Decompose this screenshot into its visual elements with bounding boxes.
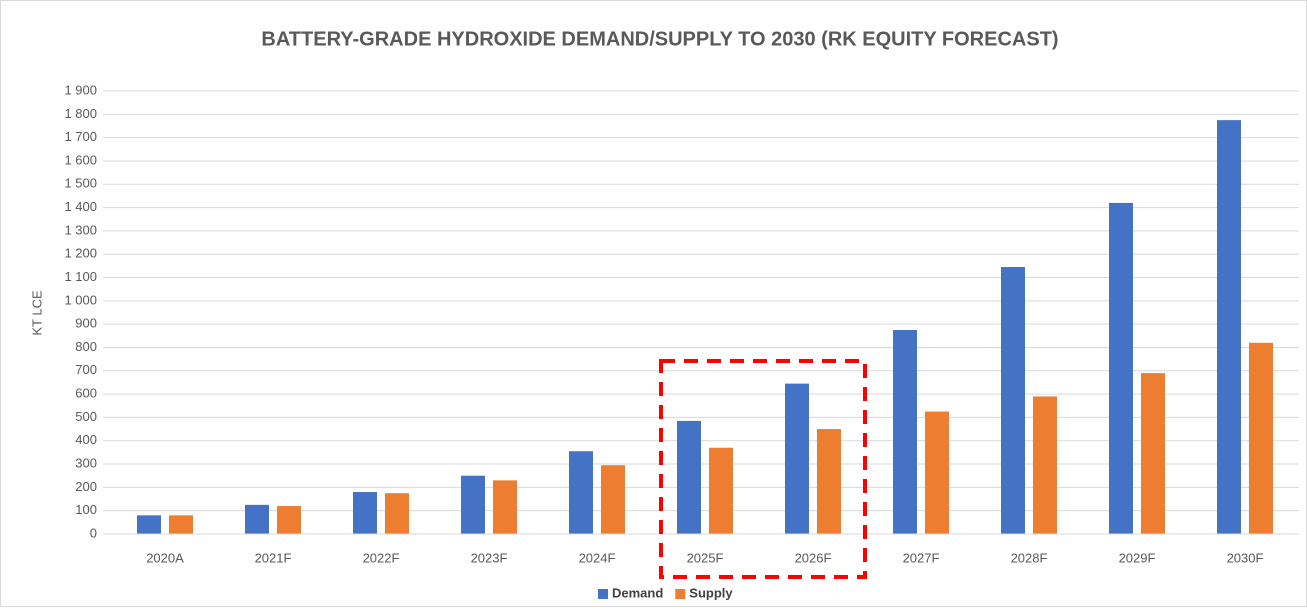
y-tick-label: 1 700 <box>64 129 97 144</box>
bar <box>137 515 161 534</box>
bar <box>569 451 593 534</box>
y-tick-label: 1 800 <box>64 106 97 121</box>
y-tick-label: 900 <box>75 316 97 331</box>
bar <box>169 515 193 534</box>
bar <box>353 492 377 534</box>
y-tick-label: 1 400 <box>64 199 97 214</box>
x-tick-label: 2023F <box>471 550 508 565</box>
y-axis-label: KT LCE <box>29 290 44 336</box>
legend-swatch <box>598 589 608 599</box>
y-tick-label: 1 300 <box>64 222 97 237</box>
y-tick-label: 1 200 <box>64 246 97 261</box>
bar <box>1249 342 1273 534</box>
legend-label: Supply <box>689 585 733 600</box>
y-tick-label: 0 <box>90 525 97 540</box>
legend-swatch <box>675 589 686 599</box>
x-tick-label: 2026F <box>795 550 832 565</box>
y-tick-label: 1 000 <box>64 292 97 307</box>
legend-label: Demand <box>612 585 663 600</box>
x-tick-label: 2024F <box>579 550 616 565</box>
x-tick-label: 2029F <box>1119 550 1156 565</box>
x-tick-label: 2020A <box>146 550 184 565</box>
chart-title: BATTERY-GRADE HYDROXIDE DEMAND/SUPPLY TO… <box>261 28 1058 50</box>
x-tick-label: 2025F <box>687 550 724 565</box>
bar <box>461 475 485 534</box>
bar <box>1033 396 1057 534</box>
x-tick-label: 2027F <box>903 550 940 565</box>
bar <box>493 480 517 534</box>
bar <box>1141 373 1165 534</box>
y-tick-label: 300 <box>75 455 97 470</box>
y-tick-label: 200 <box>75 479 97 494</box>
x-tick-label: 2030F <box>1227 550 1264 565</box>
highlight-box <box>659 359 867 579</box>
y-tick-label: 100 <box>75 502 97 517</box>
bar <box>1001 267 1025 534</box>
y-tick-label: 1 100 <box>64 269 97 284</box>
x-tick-label: 2021F <box>255 550 292 565</box>
bar <box>1217 120 1241 534</box>
bar <box>817 429 841 534</box>
bar <box>601 465 625 534</box>
plot-area: 0 100 200 300 400 500 600 700 800 900 1 000 1 100 1 … <box>64 82 1299 600</box>
y-tick-label: 1 600 <box>64 152 97 167</box>
y-tick-label: 800 <box>75 339 97 354</box>
bar <box>709 447 733 534</box>
bar <box>785 383 809 534</box>
bar <box>677 420 701 534</box>
bar <box>893 329 917 534</box>
y-tick-label: 400 <box>75 432 97 447</box>
y-tick-label: 700 <box>75 362 97 377</box>
y-tick-label: 600 <box>75 386 97 401</box>
bar <box>385 493 409 534</box>
y-tick-label: 1 900 <box>64 82 97 97</box>
x-tick-label: 2028F <box>1011 550 1048 565</box>
bar <box>925 411 949 534</box>
y-tick-label: 500 <box>75 409 97 424</box>
bar <box>277 506 301 534</box>
bar <box>245 504 269 534</box>
y-tick-label: 1 500 <box>64 176 97 191</box>
x-tick-label: 2022F <box>363 550 400 565</box>
bar <box>1109 202 1133 535</box>
